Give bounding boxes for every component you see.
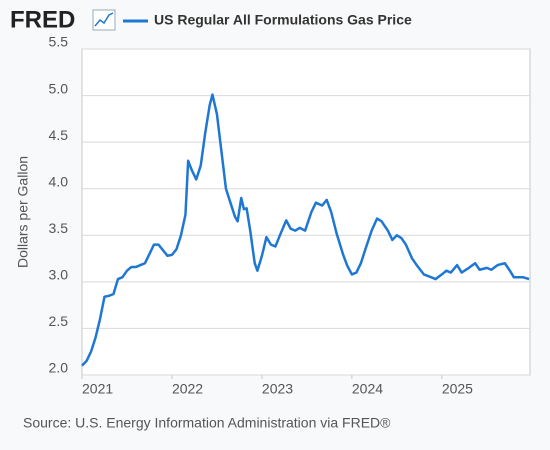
y-tick-label: 5.5 — [49, 34, 69, 50]
source: Source: U.S. Energy Information Administ… — [23, 415, 391, 431]
x-tick-label: 2024 — [352, 381, 383, 397]
y-tick-label: 2.0 — [49, 360, 69, 376]
data-line — [81, 93, 530, 367]
y-tick-label: 4.0 — [49, 173, 69, 189]
plot-area — [81, 48, 531, 376]
x-tick-label: 2025 — [442, 381, 473, 397]
x-tick-label: 2023 — [262, 381, 293, 397]
x-tick-label: 2021 — [82, 381, 113, 397]
legend-label: US Regular All Formulations Gas Price — [154, 12, 412, 28]
logo-icon — [92, 9, 116, 31]
y-tick-label: 2.5 — [49, 313, 69, 329]
x-tick-label: 2022 — [172, 381, 203, 397]
y-tick-label: 3.0 — [49, 267, 69, 283]
y-tick-label: 4.5 — [49, 127, 69, 143]
y-axis-label: Dollars per Gallon — [15, 156, 31, 268]
logo: FRED — [10, 6, 75, 33]
y-tick-label: 5.0 — [49, 80, 69, 96]
y-tick-label: 3.5 — [49, 220, 69, 236]
